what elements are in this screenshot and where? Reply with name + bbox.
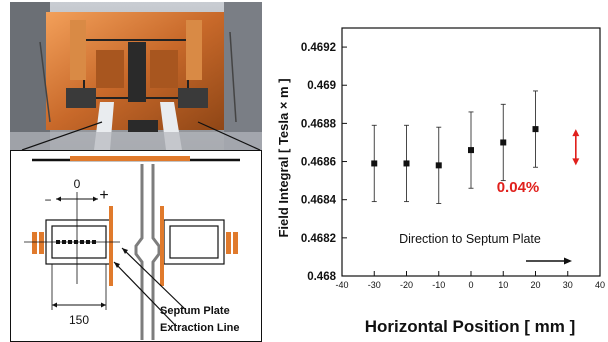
- y-tick-label: 0.4684: [301, 195, 337, 207]
- variation-arrowhead-top: [572, 129, 580, 137]
- extraction-line-label: Extraction Line: [160, 322, 239, 334]
- data-point: [468, 147, 474, 154]
- x-axis-label: Horizontal Position [ mm ]: [365, 317, 576, 336]
- septum-plate-line: [134, 164, 144, 340]
- y-axis-label: Field Integral [ Tesla × m ]: [276, 78, 291, 237]
- width-dimension-label: 150: [69, 313, 89, 327]
- data-point: [500, 139, 507, 146]
- plus-label: +: [99, 187, 108, 204]
- x-tick-label: -30: [368, 280, 381, 290]
- septum-plate-label: Septum Plate: [160, 305, 230, 317]
- direction-arrowhead: [564, 257, 572, 265]
- data-point: [532, 126, 539, 133]
- direction-label: Direction to Septum Plate: [399, 232, 541, 246]
- x-tick-label: -40: [335, 280, 348, 290]
- magnet-photo: [10, 2, 262, 150]
- variation-label: 0.04%: [497, 179, 540, 196]
- x-tick-label: 20: [530, 280, 540, 290]
- extraction-line: [151, 164, 161, 340]
- y-tick-label: 0.4682: [301, 233, 336, 245]
- data-point: [403, 160, 410, 167]
- annotations: 0.04% Direction to Septum Plate: [399, 129, 580, 265]
- y-tick-label: 0.4688: [301, 118, 337, 130]
- y-axis: 0.468 0.4682 0.4684 0.4686 0.4688 0.469 0.4692: [301, 42, 347, 283]
- x-tick-label: 40: [595, 280, 605, 290]
- x-tick-label: 30: [563, 280, 573, 290]
- x-axis: -40 -30 -20 -10 0 10 20 30 40: [335, 271, 605, 290]
- zero-label: 0: [74, 177, 81, 191]
- field-integral-chart: Field Integral [ Tesla × m ] Horizontal …: [276, 27, 605, 336]
- minus-label: −: [44, 193, 51, 207]
- y-tick-label: 0.469: [307, 80, 336, 92]
- data-point: [435, 162, 442, 169]
- left-septum-copper: [109, 206, 113, 286]
- variation-arrowhead-bottom: [572, 158, 580, 166]
- x-tick-label: 10: [498, 280, 508, 290]
- y-tick-label: 0.4692: [301, 42, 336, 54]
- x-tick-label: -10: [432, 280, 445, 290]
- y-tick-label: 0.468: [307, 271, 336, 283]
- data-point: [371, 160, 378, 167]
- septum-schematic: 0 − + 150 Septum Plate Extraction Line: [10, 150, 262, 342]
- top-copper-bar: [70, 156, 190, 161]
- right-magnet-inner: [169, 225, 219, 259]
- right-septum-copper: [160, 206, 164, 286]
- x-tick-label: -20: [400, 280, 413, 290]
- y-tick-label: 0.4686: [301, 157, 336, 169]
- data-series: [371, 90, 539, 204]
- x-tick-label: 0: [468, 280, 473, 290]
- measurement-points: [56, 240, 96, 244]
